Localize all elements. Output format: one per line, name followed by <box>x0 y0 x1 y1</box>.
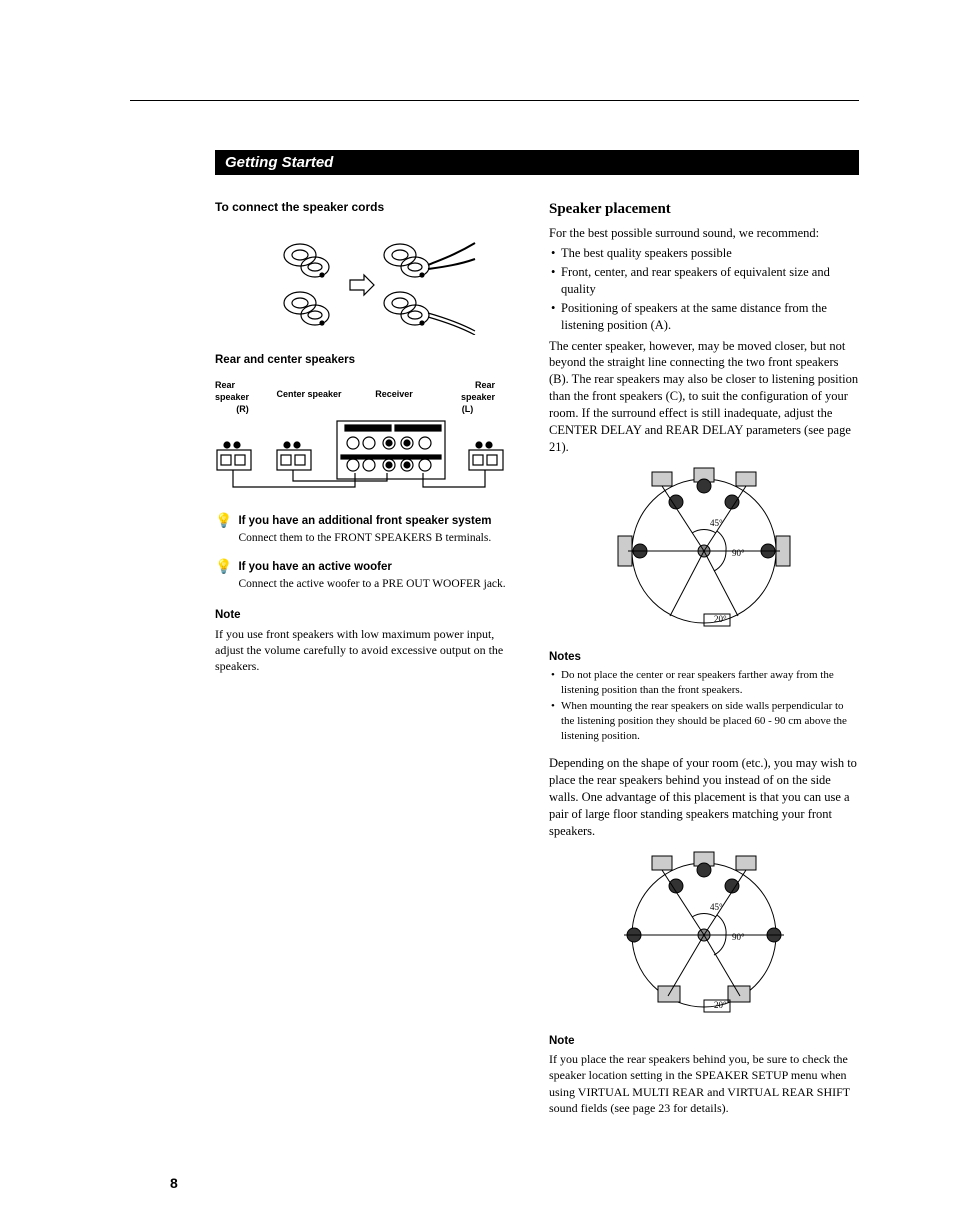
angle-90: 90° <box>732 548 745 558</box>
left-column: To connect the speaker cords <box>215 199 525 1116</box>
heading-connect-cords: To connect the speaker cords <box>215 199 525 215</box>
label-rear-r-sub: (R) <box>215 403 270 415</box>
list-item: Positioning of speakers at the same dist… <box>549 300 859 334</box>
placement-para1: The center speaker, however, may be move… <box>549 338 859 456</box>
notes-title: Notes <box>549 650 859 666</box>
angle-45: 45° <box>710 518 723 528</box>
right-column: Speaker placement For the best possible … <box>549 199 859 1116</box>
intro-text: For the best possible surround sound, we… <box>549 225 859 242</box>
note-title-left: Note <box>215 608 525 624</box>
lightbulb-icon: 💡 <box>215 515 232 529</box>
page-number: 8 <box>170 1175 178 1191</box>
recommend-list: The best quality speakers possible Front… <box>549 245 859 333</box>
heading-placement: Speaker placement <box>549 199 859 219</box>
tip1-text: Connect them to the FRONT SPEAKERS B ter… <box>238 531 525 547</box>
label-rear-l-sub: (L) <box>440 403 495 415</box>
tip1-title: If you have an additional front speaker … <box>238 514 525 530</box>
tip2-title: If you have an active woofer <box>238 560 525 576</box>
label-center: Center speaker <box>270 379 348 415</box>
heading-rear-center: Rear and center speakers <box>215 353 525 369</box>
placement-diagram-1: 45° 90° 20° <box>549 466 859 636</box>
note2-title: Note <box>549 1034 859 1050</box>
list-item: Do not place the center or rear speakers… <box>549 668 859 698</box>
two-column-layout: To connect the speaker cords <box>215 199 859 1116</box>
tip-active-woofer: 💡 If you have an active woofer Connect t… <box>215 560 525 592</box>
placement-diagram-2: 45° 90° 20° <box>549 850 859 1020</box>
section-header: Getting Started <box>215 150 859 175</box>
wiring-diagram: Rear speaker (R) Center speaker Receiver… <box>215 379 525 500</box>
list-item: When mounting the rear speakers on side … <box>549 699 859 744</box>
placement-para2: Depending on the shape of your room (etc… <box>549 755 859 839</box>
manual-page: Getting Started To connect the speaker c… <box>0 0 954 1166</box>
note2-text: If you place the rear speakers behind yo… <box>549 1051 859 1116</box>
note-text-left: If you use front speakers with low maxim… <box>215 626 525 675</box>
list-item: Front, center, and rear speakers of equi… <box>549 264 859 298</box>
angle-20: 20° <box>714 614 727 624</box>
label-rear-l: Rear speaker <box>440 379 495 403</box>
label-rear-r: Rear speaker <box>215 379 270 403</box>
label-receiver: Receiver <box>348 379 440 415</box>
tip-additional-front: 💡 If you have an additional front speake… <box>215 514 525 546</box>
angle-45: 45° <box>710 902 723 912</box>
lightbulb-icon: 💡 <box>215 561 232 575</box>
list-item: The best quality speakers possible <box>549 245 859 262</box>
notes-block: Notes Do not place the center or rear sp… <box>549 650 859 744</box>
angle-20: 20° <box>714 1000 727 1010</box>
angle-90: 90° <box>732 932 745 942</box>
speaker-cord-diagram <box>215 225 525 335</box>
tip2-text: Connect the active woofer to a PRE OUT W… <box>238 577 525 593</box>
